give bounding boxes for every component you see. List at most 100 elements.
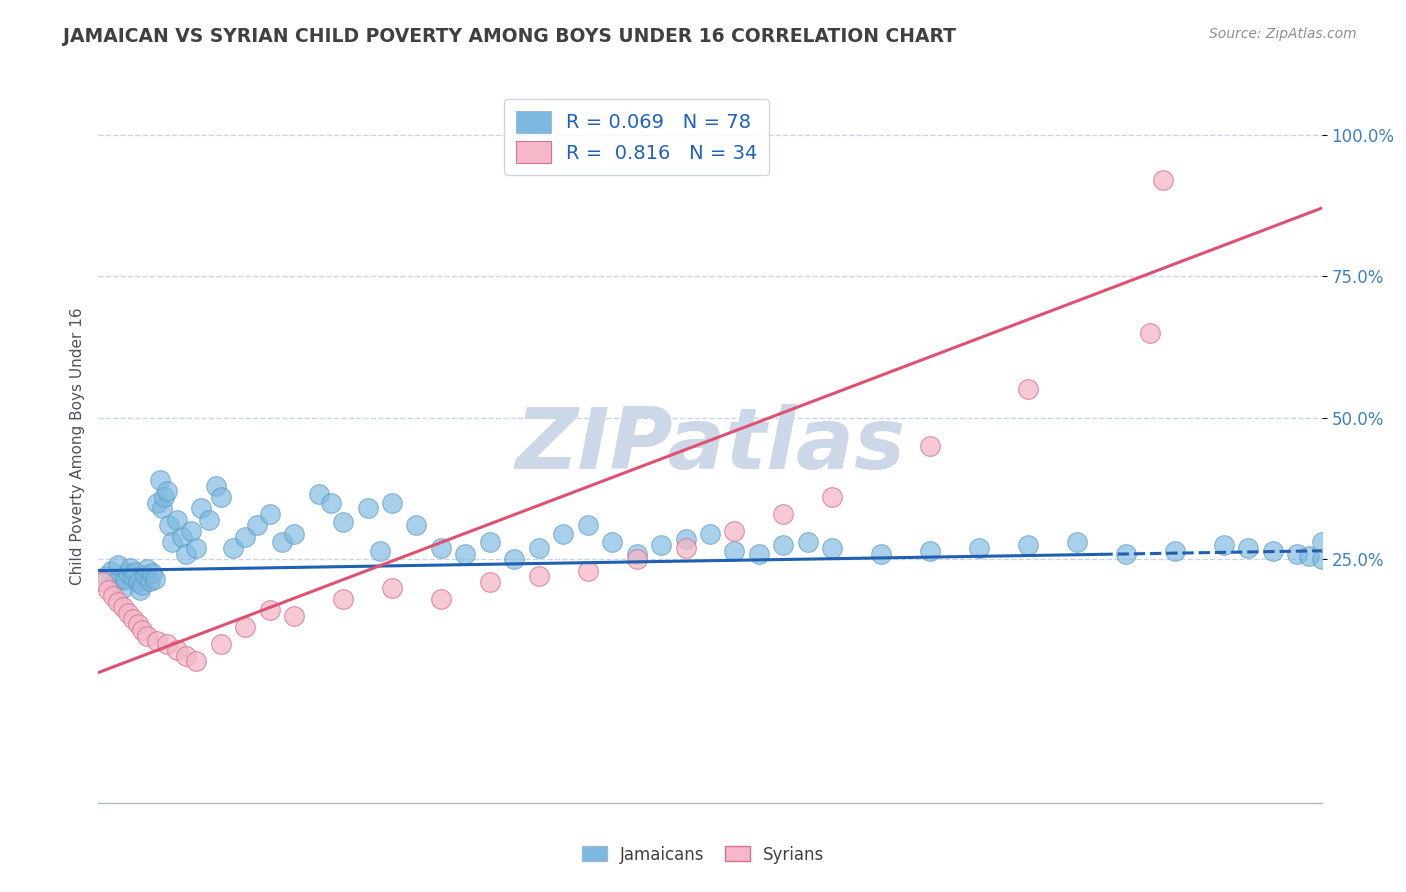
Point xyxy=(576,564,599,578)
Point xyxy=(675,541,697,555)
Point xyxy=(259,507,281,521)
Point xyxy=(967,541,990,555)
Point xyxy=(129,583,152,598)
Point xyxy=(527,541,550,555)
Point xyxy=(166,513,188,527)
Point xyxy=(146,634,169,648)
Point xyxy=(190,501,212,516)
Point xyxy=(870,547,893,561)
Point xyxy=(699,526,721,541)
Point xyxy=(283,526,305,541)
Point xyxy=(356,501,378,516)
Point xyxy=(772,538,794,552)
Point xyxy=(160,535,183,549)
Point xyxy=(1212,538,1234,552)
Point xyxy=(246,518,269,533)
Point xyxy=(1310,535,1333,549)
Point xyxy=(1139,326,1161,340)
Point xyxy=(120,561,142,575)
Point xyxy=(1237,541,1260,555)
Point xyxy=(197,513,219,527)
Point xyxy=(91,574,114,589)
Point xyxy=(381,581,404,595)
Point xyxy=(600,535,623,549)
Point xyxy=(1115,547,1137,561)
Point xyxy=(821,541,844,555)
Point xyxy=(772,507,794,521)
Point xyxy=(156,484,179,499)
Point xyxy=(553,526,575,541)
Point xyxy=(1164,543,1187,558)
Point xyxy=(259,603,281,617)
Point xyxy=(821,490,844,504)
Legend: R = 0.069   N = 78, R =  0.816   N = 34: R = 0.069 N = 78, R = 0.816 N = 34 xyxy=(503,99,769,175)
Point xyxy=(454,547,477,561)
Point xyxy=(136,629,159,643)
Point xyxy=(478,574,501,589)
Point xyxy=(920,439,942,453)
Point xyxy=(117,606,139,620)
Point xyxy=(176,547,198,561)
Point xyxy=(94,569,117,583)
Point xyxy=(101,589,124,603)
Point xyxy=(111,600,134,615)
Point xyxy=(650,538,672,552)
Point xyxy=(576,518,599,533)
Point xyxy=(723,524,745,538)
Point xyxy=(117,566,139,581)
Point xyxy=(127,574,149,589)
Point xyxy=(222,541,245,555)
Point xyxy=(121,612,143,626)
Point xyxy=(319,495,342,509)
Point xyxy=(104,574,127,589)
Point xyxy=(153,490,176,504)
Point xyxy=(270,535,294,549)
Point xyxy=(308,487,330,501)
Point xyxy=(111,581,134,595)
Point xyxy=(134,568,156,582)
Point xyxy=(626,552,648,566)
Point xyxy=(368,543,391,558)
Point xyxy=(723,543,745,558)
Point xyxy=(107,558,129,572)
Point xyxy=(176,648,198,663)
Point xyxy=(170,530,193,544)
Point xyxy=(430,591,453,606)
Point xyxy=(1017,383,1039,397)
Point xyxy=(157,518,180,533)
Point xyxy=(283,608,305,623)
Point xyxy=(381,495,404,509)
Point xyxy=(156,637,179,651)
Point xyxy=(1298,549,1320,564)
Point xyxy=(233,620,256,634)
Point xyxy=(100,564,122,578)
Point xyxy=(141,566,163,581)
Point xyxy=(920,543,942,558)
Point xyxy=(180,524,202,538)
Y-axis label: Child Poverty Among Boys Under 16: Child Poverty Among Boys Under 16 xyxy=(69,307,84,585)
Point xyxy=(139,574,162,588)
Point xyxy=(97,583,120,598)
Point xyxy=(186,541,208,555)
Point xyxy=(332,591,354,606)
Point xyxy=(797,535,820,549)
Point xyxy=(1152,173,1174,187)
Point xyxy=(131,578,153,592)
Point xyxy=(107,595,129,609)
Point xyxy=(503,552,526,566)
Point xyxy=(209,490,232,504)
Point xyxy=(1017,538,1039,552)
Point xyxy=(675,533,697,547)
Text: Source: ZipAtlas.com: Source: ZipAtlas.com xyxy=(1209,27,1357,41)
Point xyxy=(136,562,159,576)
Point xyxy=(478,535,501,549)
Point xyxy=(146,495,169,509)
Point xyxy=(332,516,354,530)
Legend: Jamaicans, Syrians: Jamaicans, Syrians xyxy=(575,839,831,871)
Point xyxy=(626,547,648,561)
Point xyxy=(233,530,256,544)
Text: ZIPatlas: ZIPatlas xyxy=(515,404,905,488)
Point xyxy=(186,654,208,668)
Point xyxy=(121,570,143,584)
Point xyxy=(1066,535,1088,549)
